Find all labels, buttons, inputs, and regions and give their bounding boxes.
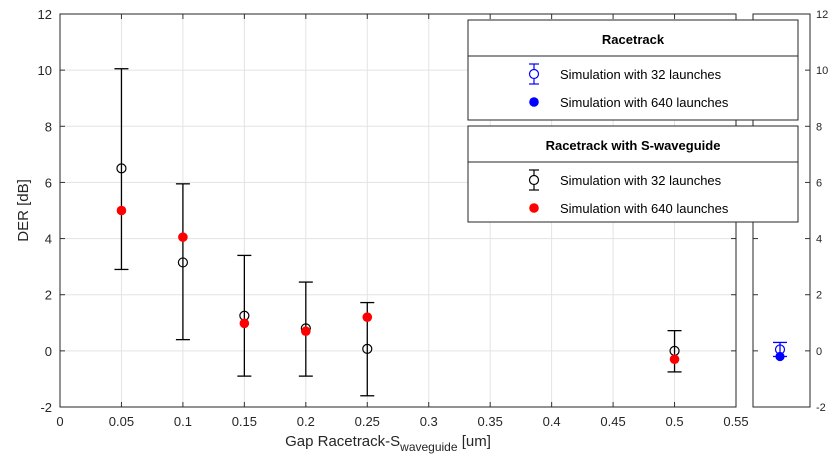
legend-marker-open-circle [528,174,540,186]
point-640-launches [669,354,680,365]
y-tick-label: 12 [38,7,52,22]
x-tick-label: 0.25 [355,414,380,429]
legend-marker-filled-circle [529,97,539,107]
legend-title: Racetrack with S-waveguide [546,138,721,153]
y-tick-label: 0 [45,344,52,359]
y-tick-label: 4 [45,232,52,247]
side-y-tick-label: 10 [816,65,828,77]
side-y-tick-label: 12 [816,9,828,21]
point-640-launches [239,318,250,329]
point-32-launches [177,257,189,268]
legend-entry-label: Simulation with 640 launches [560,201,729,216]
point-32-launches [116,163,127,174]
legend-title: Racetrack [602,32,665,47]
side-point-640-launches [775,351,785,362]
x-tick-label: 0 [56,414,63,429]
legend-entry-label: Simulation with 32 launches [560,173,722,188]
x-tick-label: 0.05 [109,414,134,429]
x-tick-label: 0.3 [420,414,438,429]
point-640-launches [301,326,311,337]
legend-section-racetrack: Racetrack Simulation with 32 launches Simu… [467,19,799,121]
point-640-launches [362,312,373,322]
x-tick-label: 0.55 [723,414,748,429]
point-32-launches [362,343,373,354]
y-tick-label: 8 [45,119,52,134]
x-tick-label: 0.35 [478,414,503,429]
point-640-launches [178,232,188,242]
side-y-tick-label: 8 [816,121,822,133]
legend-box [467,125,799,223]
y-axis-label: DER [dB] [15,179,32,242]
error-bar-32-launches [667,329,682,373]
legend-section-racetrack-s-waveguide: Racetrack with S-waveguide Simulation wit… [467,125,799,223]
error-bar-32-launches [175,183,190,341]
error-bar-32-launches [114,68,129,271]
x-tick-label: 0.45 [600,414,625,429]
y-tick-label: 6 [45,175,52,190]
legend-entry-label: Simulation with 32 launches [560,67,722,82]
legend-marker-filled-circle [529,203,539,213]
legend-box [467,19,799,121]
legend-entry-label: Simulation with 640 launches [560,95,729,110]
x-tick-label: 0.15 [232,414,257,429]
legend-marker-open-circle [528,68,540,80]
side-y-tick-label: 4 [816,234,822,246]
x-axis-label: Gap Racetrack-Swaveguide [um] [285,433,491,454]
point-640-launches [116,205,127,216]
side-y-tick-label: -2 [816,402,826,414]
x-tick-label: 0.4 [543,414,561,429]
x-axis-label-unit: [um] [458,433,491,450]
side-y-tick-label: 6 [816,177,822,189]
y-tick-label: 2 [45,288,52,303]
x-tick-label: 0.1 [174,414,192,429]
side-y-tick-label: 0 [816,346,822,358]
side-y-tick-label: 2 [816,290,822,302]
y-tick-label: -2 [40,400,52,415]
x-axis-label-main: Gap Racetrack-S [285,433,400,450]
x-tick-label: 0.2 [297,414,315,429]
y-tick-label: 10 [38,63,52,78]
error-bar-32-launches [237,254,252,377]
x-axis-label-subscript: waveguide [399,440,458,454]
x-tick-label: 0.5 [666,414,684,429]
